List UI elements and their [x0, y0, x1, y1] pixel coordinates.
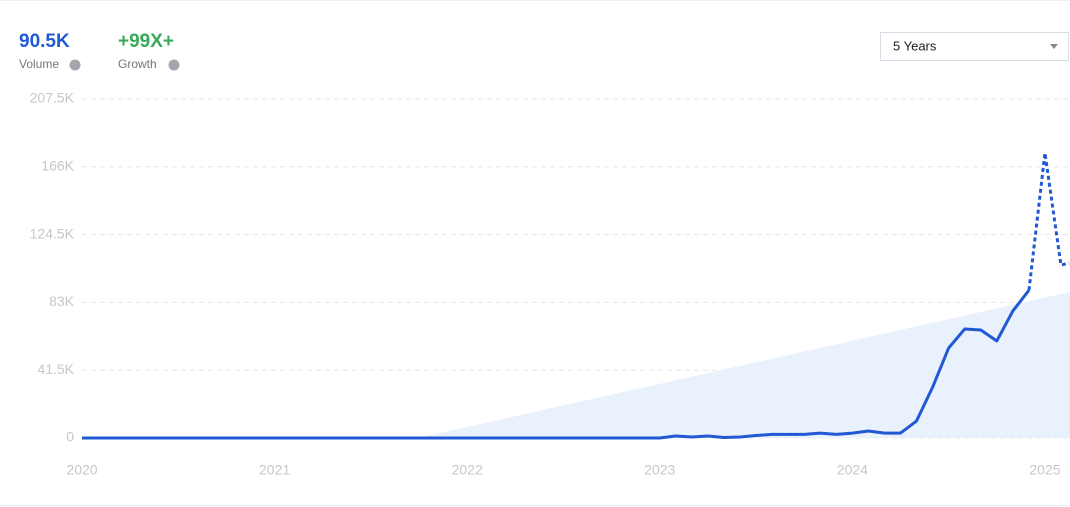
- stat-label: Growth: [118, 57, 157, 71]
- x-tick-label: 2020: [66, 462, 97, 478]
- dropdown-arrow: [1050, 44, 1058, 49]
- stat-label: Volume: [19, 57, 59, 71]
- y-tick-label: 207.5K: [30, 90, 75, 106]
- stat-value: +99X+: [118, 31, 174, 52]
- help-icon: [168, 59, 180, 71]
- x-tick-label: 2023: [644, 462, 675, 478]
- volume-line: [82, 289, 1031, 440]
- x-tick-label: 2021: [259, 462, 290, 478]
- x-tick-label: 2024: [837, 462, 868, 478]
- dropdown-label: 5 Years: [893, 38, 937, 53]
- y-tick-label: 0: [66, 429, 74, 445]
- help-icon: [69, 59, 81, 71]
- forecast-line: [1027, 151, 1070, 291]
- y-tick-label: 83K: [49, 293, 75, 309]
- x-tick-label: 2025: [1029, 462, 1060, 478]
- y-tick-label: 166K: [41, 158, 74, 174]
- x-tick-label: 2022: [452, 462, 483, 478]
- trend-area: [418, 291, 1070, 438]
- dropdown-box[interactable]: [880, 32, 1069, 61]
- stat-value: 90.5K: [19, 31, 70, 52]
- range-dropdown[interactable]: 5 Years: [880, 32, 1069, 61]
- y-tick-label: 124.5K: [30, 225, 75, 241]
- y-tick-label: 41.5K: [37, 361, 74, 377]
